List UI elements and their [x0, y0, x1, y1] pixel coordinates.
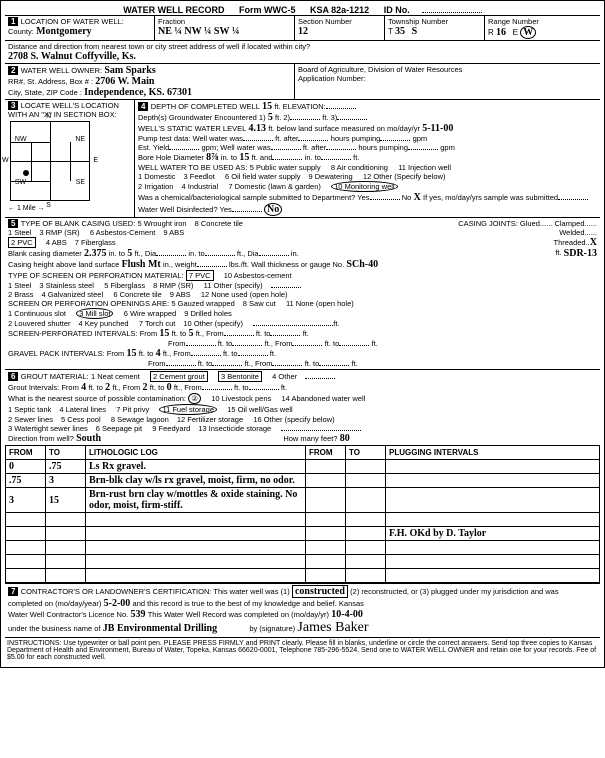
grout-cement: 2 Cement grout: [150, 371, 208, 382]
height-surface: Flush Mt: [122, 259, 161, 270]
sec1-num: 1: [8, 17, 18, 26]
gravel-to: 4: [156, 348, 161, 359]
well-address: 2708 S. Walnut Coffyville, Ks.: [8, 51, 136, 62]
col-from2: FROM: [306, 446, 346, 460]
section-1: 1 LOCATION OF WATER WELL: County: Montgo…: [5, 15, 600, 40]
signature: James Baker: [297, 620, 368, 635]
disinfect-no: No: [264, 203, 282, 216]
lithologic-log: FROM TO LITHOLOGIC LOG FROM TO PLUGGING …: [5, 445, 600, 583]
form-page: WATER WELL RECORD Form WWC-5 KSA 82a-121…: [0, 0, 605, 668]
grout-from: 4: [81, 382, 86, 393]
id-label: ID No.: [384, 5, 410, 15]
business: JB Environmental Drilling: [103, 623, 217, 634]
static-level: 4.13: [249, 123, 267, 134]
col-litho: LITHOLOGIC LOG: [86, 446, 306, 460]
table-row: .753Brn-blk clay w/ls rx gravel, moist, …: [6, 474, 600, 488]
col-to: TO: [46, 446, 86, 460]
title: WATER WELL RECORD: [123, 5, 224, 15]
owner-name: Sam Sparks: [104, 65, 155, 76]
grout-bent: 3 Bentonite: [218, 371, 262, 382]
col-from: FROM: [6, 446, 46, 460]
gravel-from: 15: [127, 348, 137, 359]
grout-to2: 0: [167, 382, 172, 393]
form-no: Form WWC-5: [239, 5, 296, 15]
board: Board of Agriculture, Division of Water …: [298, 65, 462, 74]
loc-label: LOCATION OF WATER WELL:: [21, 17, 124, 26]
grout-to: 2: [105, 382, 110, 393]
depth-completed: 15: [262, 101, 272, 112]
instructions: INSTRUCTIONS: Use typewriter or ball poi…: [5, 637, 600, 663]
date-completed: 5-2-00: [104, 598, 131, 609]
bore-dia: 8⅞: [206, 152, 219, 163]
col-plug: PLUGGING INTERVALS: [386, 446, 600, 460]
app-no: Application Number:: [298, 74, 366, 83]
record-date: 10-4-00: [331, 609, 363, 620]
township: 35: [395, 26, 405, 37]
section-2: 2 WATER WELL OWNER: Sam Sparks RR#, St. …: [5, 63, 600, 99]
section-7: 7 CONTRACTOR'S OR LANDOWNER'S CERTIFICAT…: [5, 583, 600, 637]
county: Montgomery: [36, 26, 92, 37]
contam-fuel: 11 Fuel storage: [159, 404, 217, 415]
section-box: NWNE SWSE NS WE: [10, 121, 90, 201]
well-dot: [23, 170, 29, 176]
blank-dia: 2.375: [84, 248, 107, 259]
direction: South: [76, 433, 101, 444]
table-row: [6, 541, 600, 555]
fraction: NE ¼ NW ¼ SW ¼: [158, 26, 239, 37]
screen-pvc: 7 PVC: [186, 270, 214, 281]
section-3: 3 LOCATE WELL'S LOCATION WITH AN "X" IN …: [5, 99, 600, 217]
form-header: WATER WELL RECORD Form WWC-5 KSA 82a-121…: [5, 5, 600, 15]
bore-to: 15: [239, 152, 249, 163]
table-row: 315Brn-rust brn clay w/mottles & oxide s…: [6, 488, 600, 513]
depth-gw: 5: [268, 112, 273, 123]
license: 539: [130, 609, 145, 620]
owner-city: Independence, KS. 67301: [84, 87, 192, 98]
sdr: SDR-13: [564, 248, 597, 259]
table-row: [6, 555, 600, 569]
section: 12: [298, 26, 308, 37]
table-row: 0.75Ls Rx gravel.: [6, 460, 600, 474]
section-6: 6 GROUT MATERIAL: 1 Neat cement 2 Cement…: [5, 369, 600, 445]
blank-to: 5: [127, 248, 132, 259]
static-date: 5-11-00: [422, 123, 453, 134]
mill-slot: 3 Mill slot: [76, 308, 113, 319]
owner-rr: 2706 W. Main: [95, 76, 154, 87]
township-dir: S: [412, 26, 418, 37]
use-monitoring: 10 Monitoring well: [331, 181, 397, 192]
distance: 80: [340, 433, 350, 444]
table-row: [6, 513, 600, 527]
table-row: F.H. OKd by D. Taylor: [6, 527, 600, 541]
ksa: KSA 82a-1212: [310, 5, 369, 15]
sch: SCh-40: [346, 259, 378, 270]
range: 16: [496, 27, 506, 38]
range-dir: W: [520, 26, 536, 39]
screen-to: 5: [188, 328, 193, 339]
action: constructed: [292, 585, 348, 598]
screen-from: 15: [159, 328, 169, 339]
section-5: 5 TYPE OF BLANK CASING USED: 5 Wrought i…: [5, 217, 600, 369]
threaded: X: [590, 237, 597, 248]
table-row: [6, 569, 600, 583]
col-to2: TO: [346, 446, 386, 460]
dept-submit: X: [414, 192, 421, 203]
casing-pvc: 2 PVC: [8, 237, 36, 248]
grout-from2: 2: [143, 382, 148, 393]
